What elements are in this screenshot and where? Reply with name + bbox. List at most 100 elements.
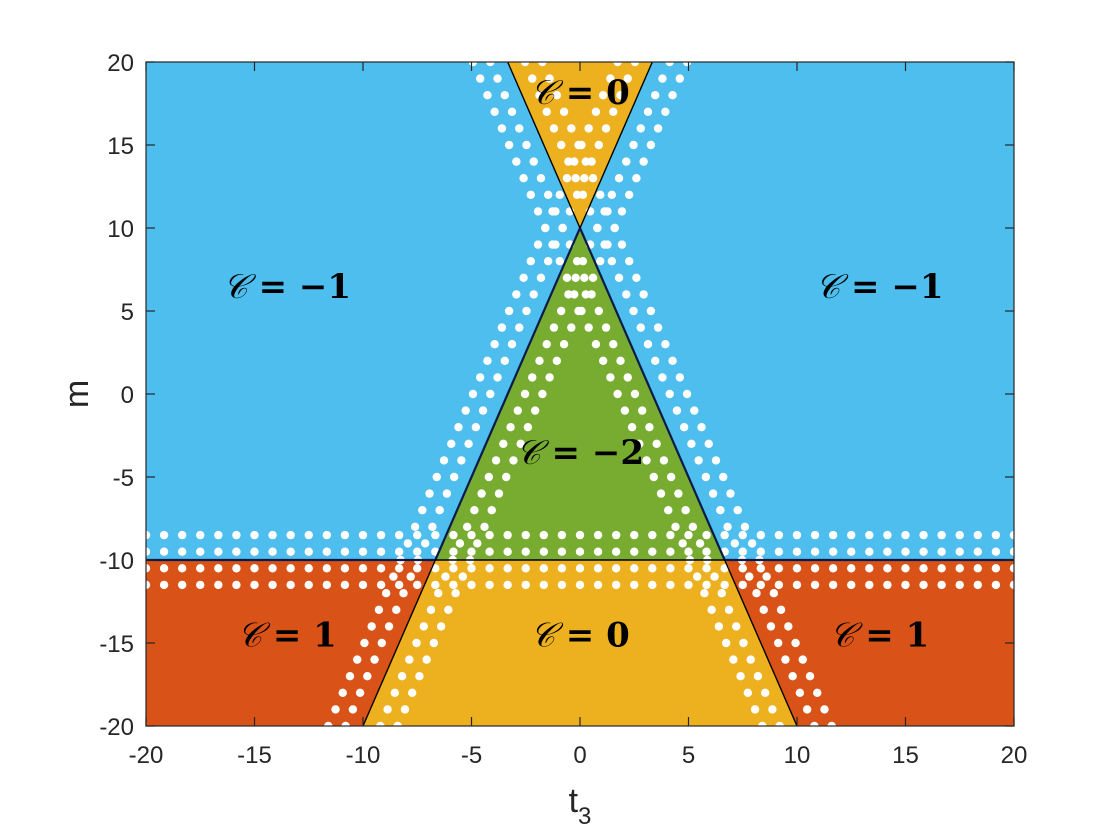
boundary-dot xyxy=(467,564,476,573)
boundary-dot xyxy=(769,589,779,598)
boundary-dot xyxy=(392,605,401,614)
region-label-value: = 1 xyxy=(865,616,929,656)
boundary-dot xyxy=(665,62,674,67)
boundary-dot xyxy=(738,547,747,556)
boundary-dot xyxy=(570,157,579,166)
boundary-dot xyxy=(397,672,407,681)
boundary-dot xyxy=(286,580,295,590)
boundary-dot xyxy=(609,107,618,117)
boundary-dot xyxy=(431,580,440,590)
boundary-dot xyxy=(736,672,745,681)
boundary-dot xyxy=(454,423,463,432)
boundary-dot xyxy=(613,62,622,67)
boundary-dot xyxy=(648,580,657,590)
boundary-dot xyxy=(622,290,631,299)
boundary-dot xyxy=(652,439,661,448)
boundary-dot xyxy=(756,530,766,540)
boundary-dot xyxy=(485,547,494,556)
boundary-dot xyxy=(512,290,521,299)
boundary-dot xyxy=(643,340,653,349)
boundary-dot xyxy=(543,257,553,266)
boundary-dot xyxy=(578,190,588,199)
boundary-dot xyxy=(664,506,673,515)
boundary-dot xyxy=(558,223,567,233)
boundary-dot xyxy=(406,572,415,581)
region-label-symbol: 𝒞 xyxy=(815,267,851,307)
boundary-dot xyxy=(468,62,478,67)
boundary-dot xyxy=(485,530,494,540)
boundary-dot xyxy=(376,530,386,540)
boundary-dot xyxy=(555,257,564,266)
boundary-dot xyxy=(591,107,601,117)
boundary-dot xyxy=(635,439,644,448)
boundary-dot xyxy=(519,273,528,282)
boundary-dot xyxy=(658,373,667,382)
boundary-dot xyxy=(471,423,481,432)
boundary-dot xyxy=(449,580,458,590)
boundary-line xyxy=(362,559,436,726)
boundary-dot xyxy=(937,564,946,573)
boundary-dot xyxy=(704,439,713,448)
boundary-dot xyxy=(991,580,1001,590)
boundary-dot xyxy=(588,174,598,183)
boundary-dot xyxy=(196,547,205,556)
boundary-dot xyxy=(432,472,441,482)
boundary-dot xyxy=(901,564,910,573)
x-tick-label: 5 xyxy=(682,742,695,769)
boundary-dot xyxy=(648,547,657,556)
boundary-dot xyxy=(394,530,404,540)
boundary-dot xyxy=(331,705,340,714)
boundary-dot xyxy=(526,190,536,199)
boundary-dot xyxy=(694,456,703,465)
boundary-dot xyxy=(760,688,770,697)
boundary-dot xyxy=(556,306,566,316)
boundary-dot xyxy=(684,530,693,540)
boundary-dot xyxy=(828,547,838,556)
y-tick-label: 15 xyxy=(107,133,134,160)
boundary-dot xyxy=(623,373,632,382)
boundary-dot xyxy=(865,564,874,573)
boundary-dot xyxy=(720,580,729,590)
boundary-dot xyxy=(564,290,573,299)
boundary-dot xyxy=(345,672,355,681)
boundary-dot xyxy=(649,472,658,482)
boundary-dot xyxy=(483,356,492,365)
region-label-value: = 0 xyxy=(566,73,630,113)
boundary-dot xyxy=(629,306,638,316)
boundary-dot xyxy=(883,547,892,556)
boundary-dot xyxy=(552,91,562,100)
boundary-dot xyxy=(865,547,874,556)
boundary-dot xyxy=(747,539,757,548)
boundary-dot xyxy=(810,721,819,726)
boundary-dot xyxy=(497,323,507,332)
boundary-dot xyxy=(353,655,362,664)
boundary-dot xyxy=(717,589,726,598)
y-tick-label: -20 xyxy=(99,714,134,741)
boundary-dot xyxy=(847,564,856,573)
boundary-line xyxy=(434,227,582,561)
boundary-dot xyxy=(545,373,554,382)
boundary-dot xyxy=(973,530,983,540)
boundary-dot xyxy=(483,91,492,100)
boundary-dot xyxy=(468,389,478,399)
boundary-dot xyxy=(695,539,705,548)
boundary-dot xyxy=(461,406,470,415)
boundary-dot xyxy=(700,589,709,598)
boundary-dot xyxy=(394,564,404,573)
boundary-dot xyxy=(651,91,660,100)
boundary-dot xyxy=(702,580,711,590)
boundary-dot xyxy=(613,389,622,399)
boundary-dot xyxy=(581,157,590,166)
boundary-dot xyxy=(574,306,583,316)
boundary-dot xyxy=(542,107,551,117)
boundary-dot xyxy=(682,62,692,67)
boundary-dot xyxy=(390,688,400,697)
boundary-dot xyxy=(458,572,468,581)
boundary-dot xyxy=(711,456,721,465)
boundary-dot xyxy=(714,622,724,631)
boundary-dot xyxy=(486,389,495,399)
boundary-dot xyxy=(575,580,585,590)
boundary-dot xyxy=(603,240,612,249)
boundary-dot xyxy=(529,157,538,166)
boundary-dot xyxy=(645,423,654,432)
